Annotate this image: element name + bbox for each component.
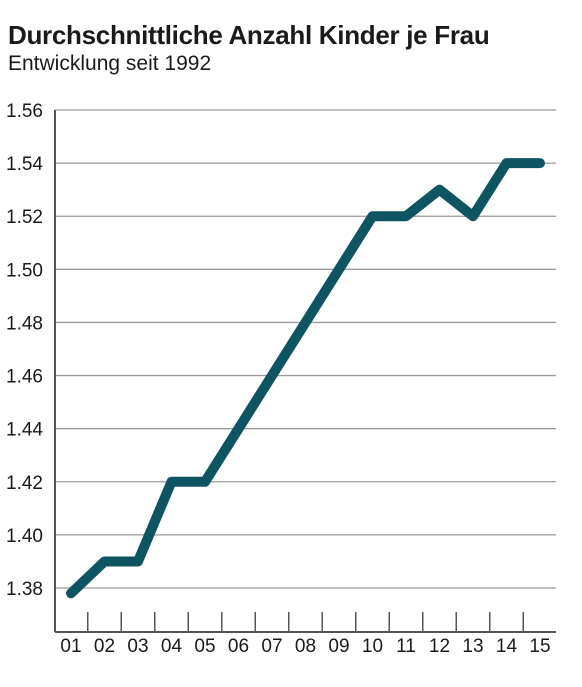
y-tick-label: 1.42 bbox=[6, 473, 43, 494]
data-point bbox=[271, 375, 273, 377]
data-point bbox=[372, 215, 373, 217]
data-point bbox=[439, 189, 440, 191]
data-point bbox=[405, 215, 407, 217]
y-tick-label: 1.40 bbox=[6, 526, 43, 547]
chart-title: Durchschnittliche Anzahl Kinder je Frau bbox=[8, 20, 490, 50]
x-tick-label: 10 bbox=[362, 636, 383, 657]
x-tick-label: 11 bbox=[396, 636, 416, 657]
chart-subtitle: Entwicklung seit 1992 bbox=[8, 52, 212, 75]
x-tick-label: 06 bbox=[228, 636, 249, 657]
data-point bbox=[70, 592, 72, 594]
y-tick-label: 1.38 bbox=[6, 579, 43, 600]
x-tick-label: 07 bbox=[261, 636, 282, 657]
data-point bbox=[137, 560, 139, 562]
data-point bbox=[171, 481, 172, 483]
y-tick-label: 1.52 bbox=[6, 207, 43, 228]
x-tick-label: 03 bbox=[127, 636, 148, 657]
x-axis-ticks: 01 02 03 04 05 06 07 08 09 10 11 12 13 14 15 bbox=[60, 636, 550, 657]
x-tick-label: 01 bbox=[60, 636, 81, 657]
data-point bbox=[238, 428, 239, 430]
data-point bbox=[472, 215, 474, 217]
series bbox=[66, 158, 545, 599]
x-tick-label: 14 bbox=[496, 636, 518, 657]
y-tick-label: 1.50 bbox=[6, 260, 43, 281]
x-tick-label: 02 bbox=[94, 636, 115, 657]
series-line bbox=[66, 158, 545, 599]
data-point bbox=[539, 162, 541, 164]
x-tick-label: 05 bbox=[194, 636, 215, 657]
x-tick-label: 12 bbox=[429, 636, 450, 657]
y-tick-label: 1.54 bbox=[6, 154, 43, 175]
x-tick-label: 15 bbox=[529, 636, 550, 657]
y-tick-label: 1.44 bbox=[6, 420, 43, 441]
data-point bbox=[204, 481, 206, 483]
x-tick-label: 13 bbox=[462, 636, 483, 657]
data-point bbox=[506, 162, 507, 164]
y-axis-ticks: 1.56 1.54 1.52 1.50 1.48 1.46 1.44 1.42 1.40 1.38 bbox=[6, 101, 43, 600]
x-tick-label: 04 bbox=[161, 636, 183, 657]
data-point bbox=[338, 268, 340, 270]
y-tick-label: 1.46 bbox=[6, 367, 43, 388]
x-tick-label: 09 bbox=[328, 636, 349, 657]
y-tick-label: 1.56 bbox=[6, 101, 43, 122]
x-tick-label: 08 bbox=[295, 636, 316, 657]
axes bbox=[54, 110, 556, 633]
data-point bbox=[104, 560, 105, 562]
y-tick-label: 1.48 bbox=[6, 313, 43, 334]
gridlines bbox=[55, 109, 556, 589]
data-point bbox=[305, 321, 306, 323]
